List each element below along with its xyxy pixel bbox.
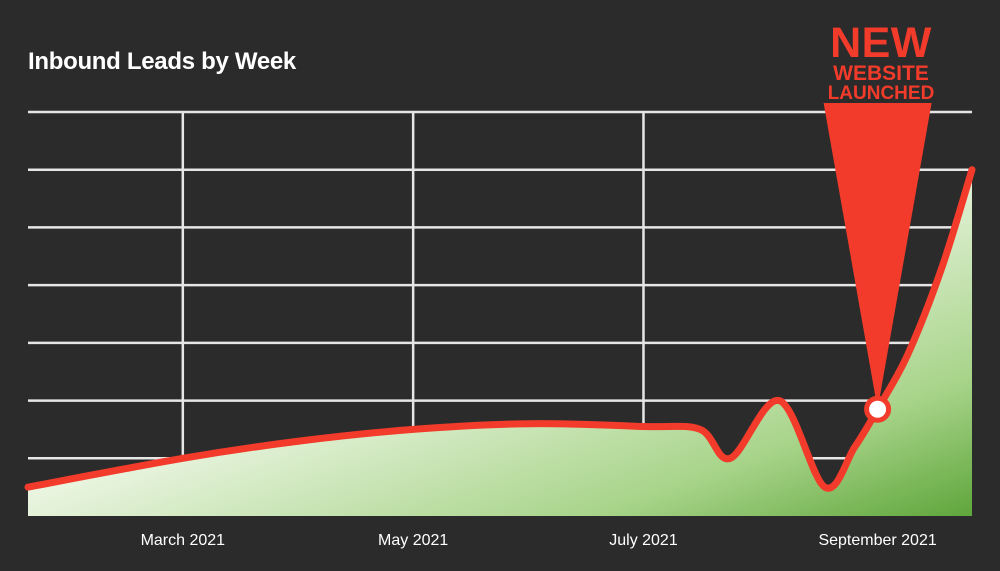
launch-marker [864, 395, 892, 423]
x-tick-label: March 2021 [141, 532, 226, 549]
series-area [28, 169, 972, 516]
chart-title: Inbound Leads by Week [28, 48, 296, 75]
line-layer [24, 166, 976, 492]
x-tick-labels: March 2021 May 2021 July 2021 September 202… [141, 532, 937, 549]
x-tick-label: May 2021 [378, 532, 448, 549]
series-line [24, 166, 976, 492]
x-tick-label: September 2021 [818, 532, 936, 549]
annotation-layer [823, 103, 932, 423]
launch-callout: NEW WEBSITE LAUNCHED [808, 19, 954, 104]
callout-line-new: NEW [830, 19, 932, 67]
callout-line-launched: LAUNCHED [827, 83, 935, 104]
area-layer [28, 169, 972, 516]
callout-line-website: WEBSITE [833, 62, 929, 85]
callout-pointer [823, 103, 932, 410]
x-tick-label: July 2021 [609, 532, 678, 549]
